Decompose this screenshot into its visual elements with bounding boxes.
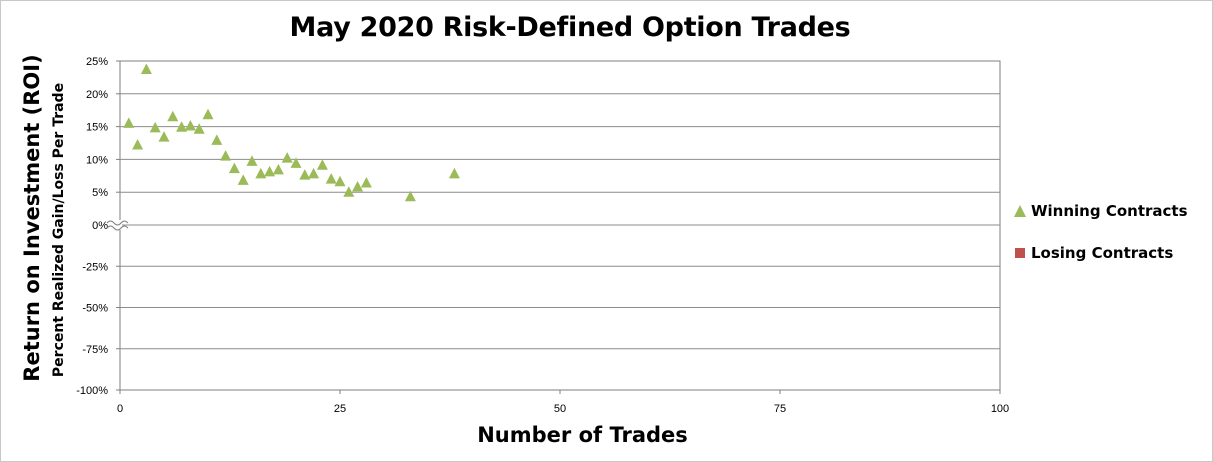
data-point-triangle	[352, 180, 364, 192]
data-point-triangle	[325, 173, 337, 184]
x-tick-label: 75	[774, 403, 786, 415]
data-point-triangle	[316, 159, 328, 170]
data-point-triangle	[158, 131, 170, 142]
data-point-triangle	[123, 117, 135, 128]
data-point-triangle	[360, 177, 372, 188]
y-tick-label: 5%	[92, 187, 108, 199]
data-point-triangle	[228, 162, 240, 174]
data-point-triangle	[132, 138, 144, 150]
y-tick-label: 15%	[86, 122, 108, 134]
data-point-triangle	[167, 110, 179, 122]
x-tick-label: 0	[117, 403, 123, 415]
legend-label-winning: Winning Contracts	[1031, 202, 1188, 220]
data-point-triangle	[281, 152, 293, 163]
data-point-triangle	[308, 167, 320, 179]
data-point-triangle	[211, 134, 223, 145]
legend-item-winning: Winning Contracts	[1013, 200, 1203, 222]
data-point-triangle	[246, 155, 258, 166]
legend-triangle-marker	[1014, 205, 1026, 217]
y-tick-label: -100%	[76, 385, 108, 397]
data-point-triangle	[193, 123, 205, 134]
x-tick-label: 100	[991, 403, 1009, 415]
x-axis-label: Number of Trades	[477, 423, 688, 447]
data-point-triangle	[299, 169, 311, 180]
axis-break-mark	[106, 225, 129, 231]
data-point-triangle	[334, 175, 346, 187]
data-point-triangle	[272, 163, 284, 175]
x-tick-label: 50	[554, 403, 566, 415]
data-point-triangle	[202, 108, 214, 120]
chart-title: May 2020 Risk-Defined Option Trades	[289, 12, 851, 43]
legend: Winning Contracts Losing Contracts	[1013, 200, 1203, 284]
legend-square-marker	[1015, 248, 1025, 258]
data-point-triangle	[290, 157, 302, 168]
y-tick-label: 25%	[86, 56, 108, 68]
axis-break-mark	[106, 220, 129, 226]
x-tick-label: 25	[334, 403, 346, 415]
data-point-triangle	[343, 186, 355, 197]
y-tick-label: -50%	[82, 303, 108, 315]
data-point-triangle	[220, 150, 232, 161]
y-tick-label: 10%	[86, 154, 108, 166]
y-tick-label: 0%	[92, 220, 108, 232]
legend-item-losing: Losing Contracts	[1013, 242, 1203, 264]
data-point-triangle	[448, 167, 460, 179]
data-point-triangle	[184, 119, 196, 131]
data-point-triangle	[176, 121, 188, 132]
data-point-triangle	[404, 190, 416, 202]
legend-label-losing: Losing Contracts	[1031, 244, 1174, 262]
data-point-triangle	[140, 63, 152, 75]
data-point-triangle	[237, 174, 249, 185]
data-point-triangle	[264, 165, 276, 177]
y-tick-label: -25%	[82, 261, 108, 273]
data-point-triangle	[255, 167, 267, 179]
y-tick-label: 20%	[86, 89, 108, 101]
data-point-triangle	[149, 121, 161, 133]
y-tick-label: -75%	[82, 344, 108, 356]
axis-break-mask	[108, 220, 122, 230]
